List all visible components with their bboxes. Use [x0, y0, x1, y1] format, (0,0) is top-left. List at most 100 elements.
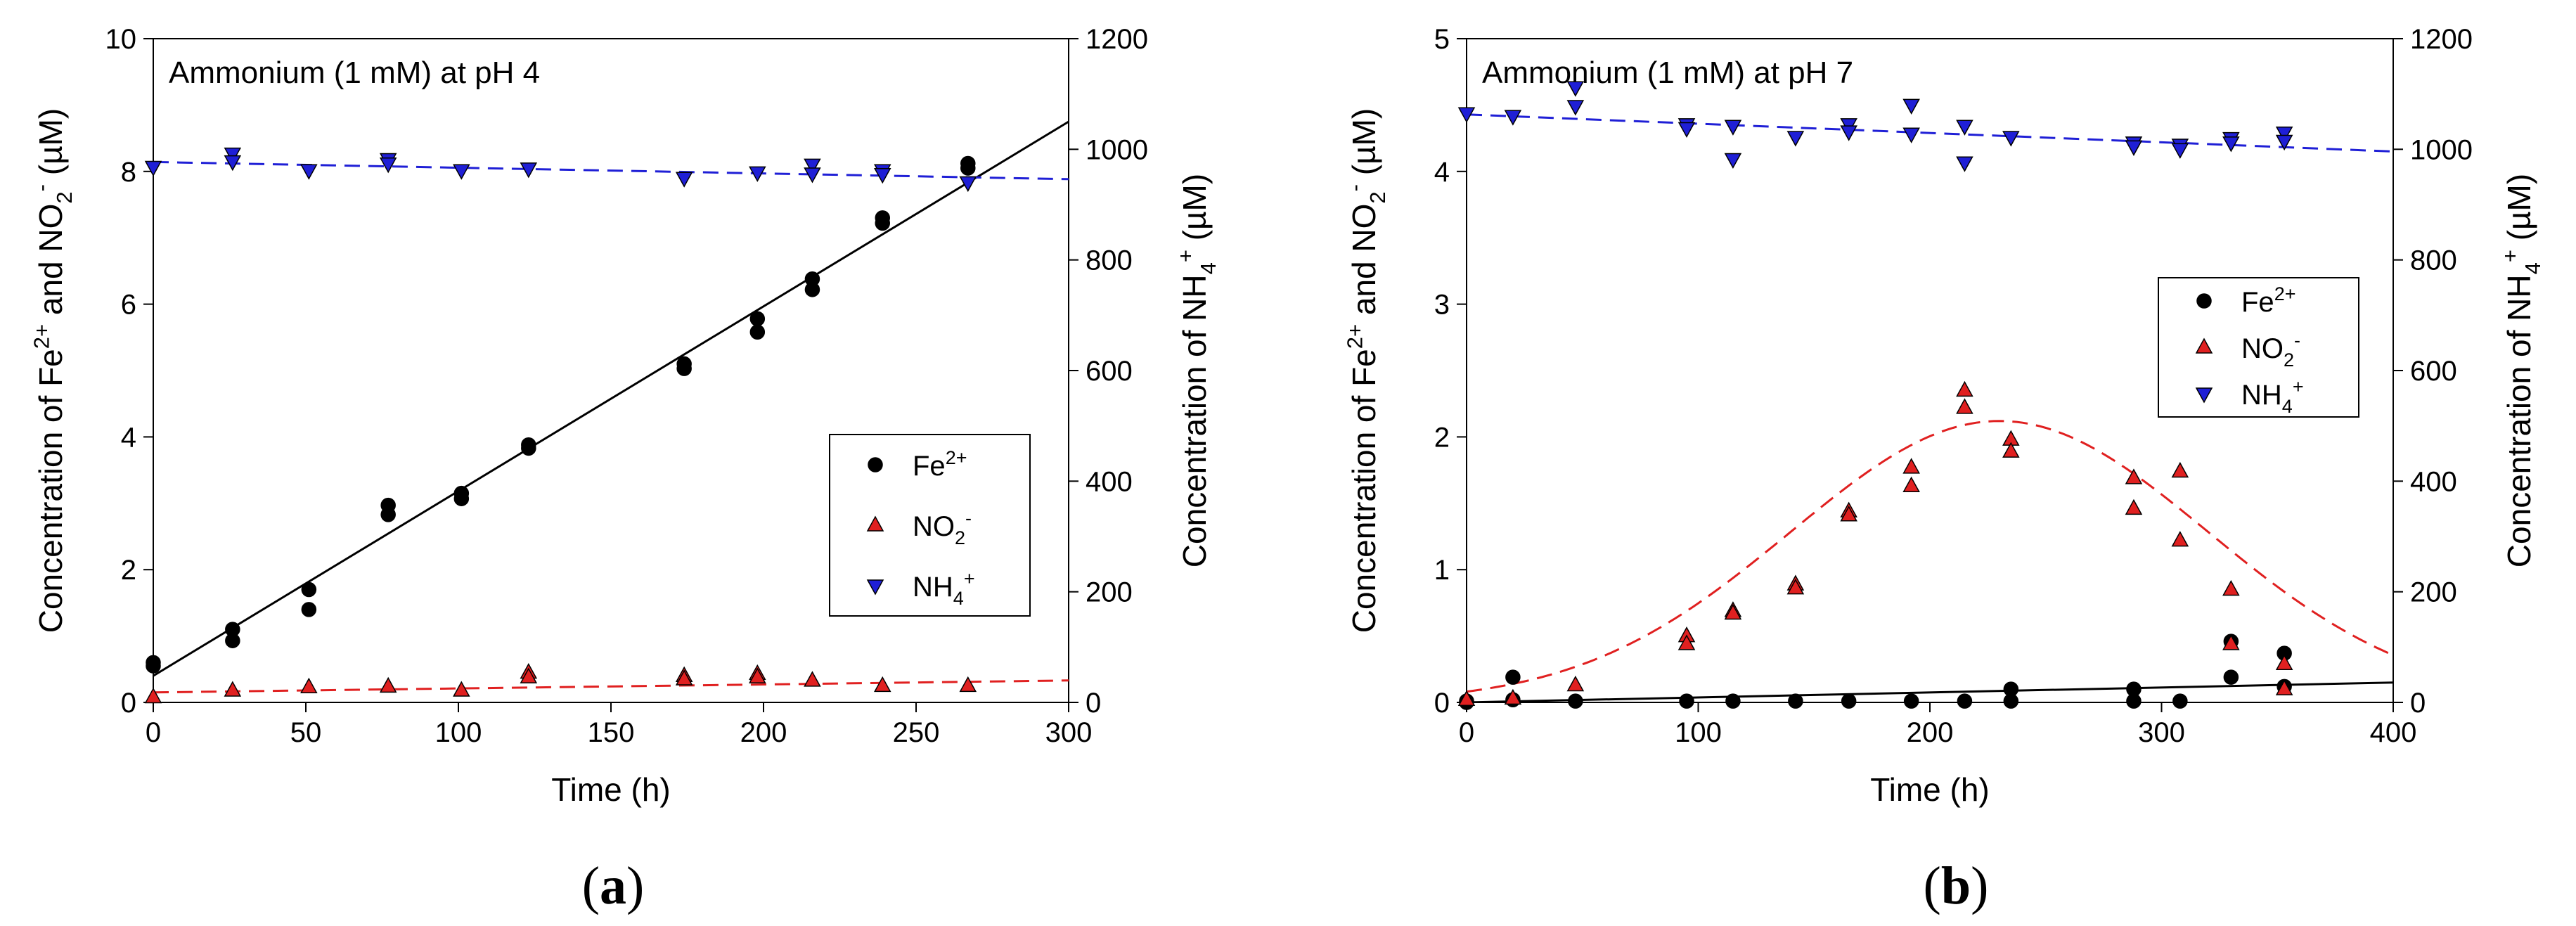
data-point [520, 667, 538, 683]
x-tick-label: 200 [740, 717, 787, 748]
fit-line-nh4 [1467, 113, 2393, 153]
y-right-tick-label: 0 [1086, 688, 1101, 719]
data-point [520, 162, 538, 179]
data-point [1457, 107, 1476, 123]
x-tick-label: 250 [893, 717, 940, 748]
fit-line-fe2 [1467, 681, 2393, 702]
y-right-tick-label: 600 [2410, 356, 2457, 387]
data-point [960, 160, 976, 176]
data-point [749, 667, 766, 683]
x-tick-label: 50 [290, 717, 322, 748]
legend-label: Fe2+​ [2241, 283, 2295, 318]
data-point [453, 491, 470, 506]
data-point [379, 676, 397, 693]
data-point [2125, 468, 2143, 484]
data-point [2222, 136, 2240, 153]
data-point [749, 166, 766, 182]
legend: Fe2+​ NO2-​ NH4+​ [2158, 277, 2359, 418]
data-point [1677, 634, 1696, 650]
data-point [749, 324, 766, 340]
data-point [224, 681, 242, 697]
x-axis-label: Time (h) [551, 771, 671, 808]
data-point [2171, 143, 2189, 159]
y-left-tick-label: 3 [1434, 290, 1450, 321]
legend-marker [866, 515, 884, 532]
data-point [380, 507, 396, 522]
data-point [379, 157, 397, 174]
data-point [1505, 669, 1521, 685]
data-point [2126, 693, 2142, 709]
data-point [2275, 654, 2293, 670]
y-right-tick-label: 0 [2410, 688, 2426, 719]
y-left-tick-label: 4 [1434, 157, 1450, 188]
data-point [1902, 127, 1920, 143]
data-point [2002, 442, 2020, 458]
data-point [1956, 156, 1973, 172]
data-point [2171, 461, 2189, 478]
data-point [146, 658, 161, 674]
data-point [2223, 669, 2239, 685]
y-right-tick-label: 1200 [2410, 24, 2473, 55]
data-point [225, 633, 240, 648]
data-point [875, 215, 891, 231]
data-point [1956, 380, 1973, 397]
legend-box [2158, 277, 2359, 418]
x-tick-label: 100 [1675, 717, 1722, 748]
data-point [804, 671, 821, 687]
data-point [1957, 693, 1973, 709]
series-nh4 [144, 147, 977, 193]
legend: Fe2+​ NO2-​ NH4+​ [829, 434, 1031, 617]
data-point [1841, 693, 1857, 709]
legend-marker [866, 579, 884, 596]
y-left-tick-label: 2 [1434, 422, 1450, 453]
data-point [1504, 688, 1522, 705]
y-right-axis-label: Concentration of NH4+​ (µM) [1173, 174, 1221, 567]
y-right-tick-label: 1000 [2410, 134, 2473, 165]
y-right-tick-label: 800 [2410, 245, 2457, 276]
data-point [804, 282, 820, 297]
data-point [873, 676, 891, 693]
x-tick-label: 300 [1045, 717, 1093, 748]
series-no2 [1457, 380, 2293, 706]
panel-label: (a) [582, 856, 645, 915]
data-point [1724, 153, 1742, 169]
x-tick-label: 400 [2370, 717, 2417, 748]
y-right-tick-label: 200 [2410, 577, 2457, 608]
y-left-tick-label: 0 [1434, 688, 1450, 719]
data-point [301, 602, 317, 617]
data-point [1725, 693, 1741, 709]
x-tick-label: 300 [2138, 717, 2185, 748]
y-right-tick-label: 800 [1086, 245, 1133, 276]
x-axis-label: Time (h) [1870, 771, 1990, 808]
y-left-tick-label: 8 [121, 157, 136, 188]
legend-label: Fe2+​ [913, 447, 967, 482]
data-point [675, 669, 693, 686]
data-point [1724, 603, 1742, 620]
series-nh4 [1457, 81, 2293, 172]
y-left-tick-label: 6 [121, 290, 136, 321]
fit-line-no2 [1467, 420, 2393, 693]
y-left-tick-label: 10 [105, 24, 137, 55]
data-point [1724, 120, 1742, 136]
data-point [1566, 100, 1585, 116]
legend-marker [2195, 387, 2213, 404]
x-tick-label: 0 [146, 717, 161, 748]
data-point [2275, 679, 2293, 695]
data-point [804, 158, 821, 174]
legend-label: NH4+​ [913, 568, 975, 609]
y-left-tick-label: 4 [121, 422, 136, 453]
data-point [2002, 131, 2020, 147]
fit-line-nh4 [153, 160, 1069, 181]
y-left-tick-label: 1 [1434, 555, 1450, 586]
data-point [144, 687, 162, 704]
data-point [1677, 122, 1696, 138]
data-point [2172, 693, 2188, 709]
y-right-tick-label: 400 [2410, 466, 2457, 497]
data-point [144, 160, 162, 177]
data-point [301, 581, 317, 598]
series-fe2 [1459, 634, 2292, 710]
data-point [873, 167, 891, 184]
y-left-tick-label: 5 [1434, 24, 1450, 55]
data-point [521, 440, 536, 456]
